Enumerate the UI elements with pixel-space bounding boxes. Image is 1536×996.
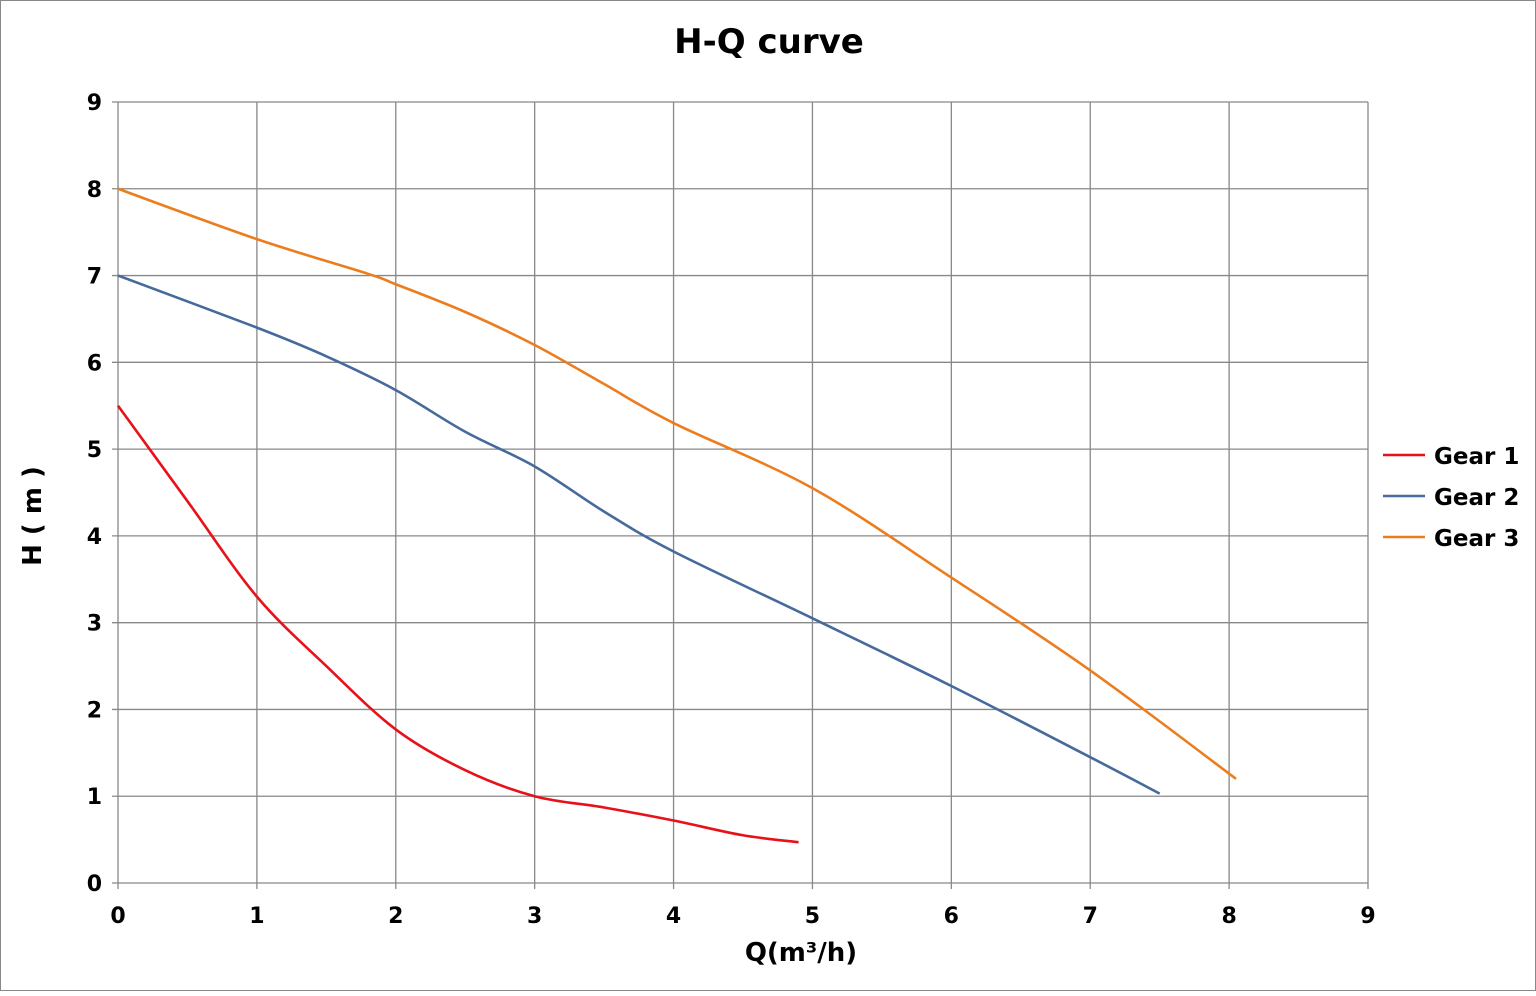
x-tick-label: 2	[388, 904, 403, 929]
chart-title: H-Q curve	[674, 22, 864, 62]
y-tick-label: 8	[87, 178, 102, 203]
y-tick-label: 6	[87, 351, 102, 376]
series-line-gear-3	[117, 187, 1237, 780]
x-tick-label: 5	[805, 904, 820, 929]
y-tick-label: 2	[87, 698, 102, 723]
legend-label: Gear 1	[1434, 444, 1519, 470]
series-line-gear-1	[116, 404, 799, 844]
x-tick-label: 4	[666, 904, 681, 929]
x-tick-label: 0	[110, 904, 125, 929]
legend-label: Gear 2	[1434, 485, 1519, 511]
x-axis-label: Q(m³/h)	[745, 938, 857, 968]
y-tick-label: 7	[87, 265, 102, 290]
y-tick-label: 1	[87, 785, 102, 810]
series-line-gear-2	[117, 274, 1161, 795]
x-tick-label: 3	[527, 904, 542, 929]
y-tick-label: 4	[87, 525, 102, 550]
y-tick-label: 9	[87, 91, 102, 116]
x-tick-label: 7	[1083, 904, 1098, 929]
y-axis-label: H ( m )	[18, 466, 48, 566]
y-tick-label: 5	[87, 438, 102, 463]
legend-label: Gear 3	[1434, 526, 1519, 552]
y-tick-label: 3	[87, 612, 102, 637]
x-tick-label: 1	[249, 904, 264, 929]
x-tick-label: 9	[1360, 904, 1375, 929]
y-tick-label: 0	[87, 872, 102, 897]
x-tick-label: 6	[944, 904, 959, 929]
x-tick-label: 8	[1221, 904, 1236, 929]
